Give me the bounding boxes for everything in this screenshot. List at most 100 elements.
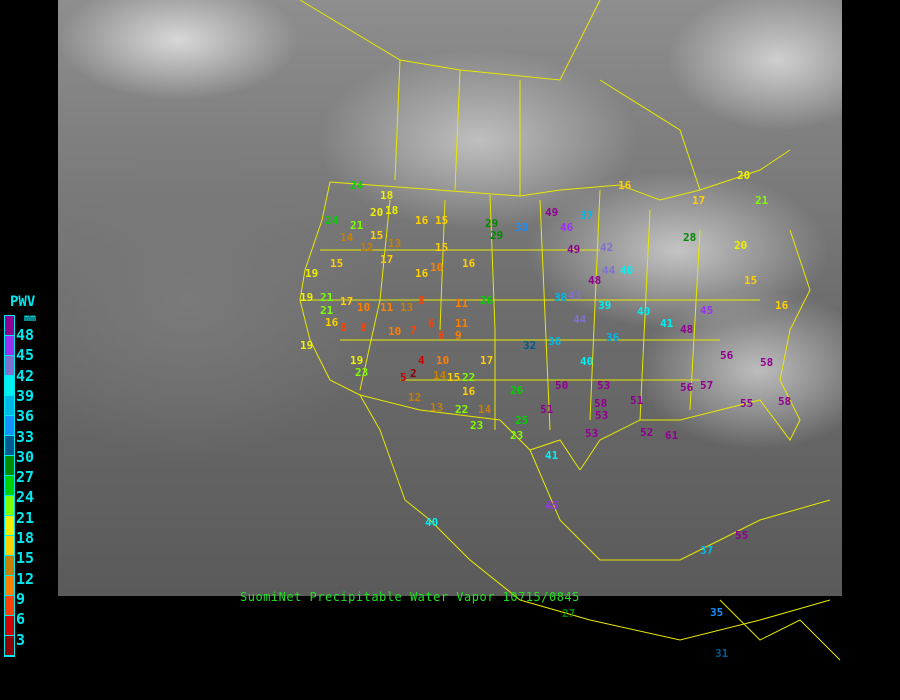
station-pwv-value: 22 <box>455 403 469 416</box>
color-scale <box>4 315 15 657</box>
station-pwv-value: 11 <box>455 317 469 330</box>
legend-label: 39 <box>16 386 35 405</box>
station-pwv-value: 16 <box>462 385 476 398</box>
station-pwv-value: 14 <box>478 403 492 416</box>
station-pwv-value: 38 <box>554 291 568 304</box>
canada-provinces <box>299 0 701 196</box>
station-pwv-value: 18 <box>380 189 394 202</box>
station-pwv-value: 25 <box>515 414 529 427</box>
station-pwv-value: 19 <box>300 291 314 304</box>
station-pwv-value: 15 <box>330 257 344 270</box>
station-pwv-value: 40 <box>425 516 439 529</box>
station-pwv-value: 17 <box>340 295 354 308</box>
legend-label: 42 <box>16 366 35 385</box>
station-pwv-value: 15 <box>744 274 758 287</box>
legend-swatch <box>5 636 14 656</box>
station-pwv-value: 11 <box>455 297 469 310</box>
legend-label: 9 <box>16 589 26 608</box>
west-coast <box>299 181 831 641</box>
station-pwv-value: 14 <box>433 369 447 382</box>
legend-label: 24 <box>16 488 35 507</box>
station-pwv-value: 16 <box>415 267 429 280</box>
legend-swatch <box>5 456 14 476</box>
station-pwv-value: 52 <box>640 426 654 439</box>
station-pwv-value: 37 <box>580 209 594 222</box>
station-pwv-value: 12 <box>360 241 374 254</box>
station-pwv-value: 40 <box>580 355 594 368</box>
station-pwv-value: 55 <box>735 529 749 542</box>
legend-swatch <box>5 496 14 516</box>
station-pwv-value: 57 <box>700 379 714 392</box>
station-pwv-value: 8 <box>340 321 347 334</box>
station-pwv-value: 13 <box>400 301 414 314</box>
station-pwv-value: 14 <box>340 231 354 244</box>
station-pwv-value: 21 <box>755 194 769 207</box>
legend-label: 48 <box>16 326 35 344</box>
legend-swatch <box>5 476 14 496</box>
station-pwv-value: 15 <box>435 214 449 227</box>
station-pwv-value: 56 <box>720 349 734 362</box>
station-pwv-value: 8 <box>360 321 367 334</box>
station-pwv-value: 13 <box>430 401 444 414</box>
station-pwv-value: 27 <box>562 607 576 620</box>
station-pwv-value: 8 <box>418 294 425 307</box>
station-pwv-value: 11 <box>380 301 394 314</box>
station-pwv-value: 10 <box>388 325 402 338</box>
station-pwv-value: 32 <box>523 339 537 352</box>
station-pwv-value: 15 <box>447 371 461 384</box>
station-pwv-value: 20 <box>737 169 751 182</box>
station-pwv-value: 35 <box>710 606 724 619</box>
station-pwv-value: 44 <box>573 313 587 326</box>
station-pwv-value: 41 <box>545 449 559 462</box>
station-pwv-value: 19 <box>305 267 319 280</box>
station-pwv-value: 16 <box>325 316 339 329</box>
legend-label: 33 <box>16 427 35 446</box>
station-pwv-value: 43 <box>568 289 582 302</box>
legend-swatch <box>5 376 14 396</box>
station-pwv-value: 21 <box>350 219 364 232</box>
station-pwv-value: 53 <box>597 379 611 392</box>
station-pwv-value: 41 <box>660 317 674 330</box>
station-pwv-value: 5 <box>400 371 407 384</box>
station-pwv-value: 26 <box>510 384 524 397</box>
station-pwv-value: 42 <box>600 241 614 254</box>
station-pwv-value: 45 <box>700 304 714 317</box>
station-pwv-value: 39 <box>598 299 612 312</box>
mexico-outline <box>529 449 841 661</box>
station-pwv-value: 33 <box>515 221 529 234</box>
legend-swatch <box>5 616 14 636</box>
legend-swatch <box>5 316 14 336</box>
station-pwv-value: 16 <box>462 257 476 270</box>
station-pwv-value: 7 <box>410 324 417 337</box>
legend-label: 6 <box>16 610 26 629</box>
station-pwv-value: 15 <box>370 229 384 242</box>
station-pwv-value: 15 <box>435 241 449 254</box>
us-canada-border <box>329 149 791 201</box>
station-pwv-value: 9 <box>455 329 462 342</box>
station-pwv-value: 55 <box>740 397 754 410</box>
station-pwv-value: 21 <box>320 291 334 304</box>
legend-swatch <box>5 436 14 456</box>
station-pwv-value: 28 <box>683 231 697 244</box>
station-pwv-value: 4 <box>418 354 425 367</box>
station-pwv-value: 18 <box>385 204 399 217</box>
legend-swatch <box>5 396 14 416</box>
station-pwv-value: 16 <box>775 299 789 312</box>
legend-swatch <box>5 536 14 556</box>
station-pwv-value: 31 <box>715 647 729 660</box>
legend-label: 27 <box>16 468 35 487</box>
satellite-image <box>58 0 842 596</box>
station-pwv-value: 12 <box>408 391 422 404</box>
legend-label: 36 <box>16 407 35 426</box>
station-pwv-value: 19 <box>300 339 314 352</box>
station-pwv-value: 44 <box>602 264 616 277</box>
station-pwv-value: 45 <box>545 499 559 512</box>
legend-swatch <box>5 576 14 596</box>
station-pwv-value: 16 <box>415 214 429 227</box>
station-pwv-value: 23 <box>355 366 369 379</box>
station-pwv-value: 49 <box>545 206 559 219</box>
station-pwv-value: 13 <box>388 237 402 250</box>
station-pwv-value: 21 <box>320 304 334 317</box>
station-pwv-value: 19 <box>350 354 364 367</box>
